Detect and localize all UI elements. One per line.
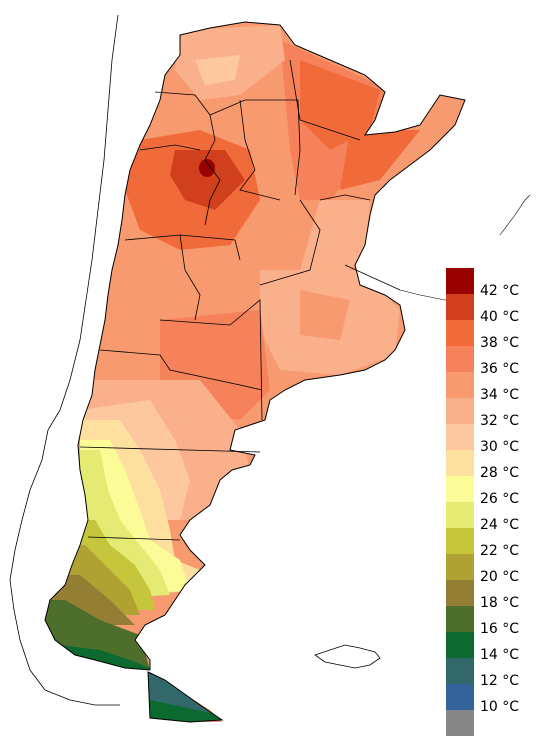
legend-swatch xyxy=(446,502,474,528)
legend-swatch xyxy=(446,476,474,502)
legend-item: 10 °C xyxy=(446,684,536,715)
legend-item: 38 °C xyxy=(446,320,536,351)
legend-label: 42 °C xyxy=(480,283,520,299)
legend-label: 34 °C xyxy=(480,387,520,403)
legend-swatch xyxy=(446,450,474,476)
legend-swatch xyxy=(446,632,474,658)
province-borders xyxy=(79,59,401,541)
malvinas-islands xyxy=(314,644,381,669)
legend-label: 10 °C xyxy=(480,699,520,715)
legend-item: 30 °C xyxy=(446,424,536,455)
legend-item: 16 °C xyxy=(446,606,536,637)
legend-swatch xyxy=(446,580,474,606)
legend-label: 36 °C xyxy=(480,361,520,377)
legend-item xyxy=(446,710,536,736)
legend-label: 20 °C xyxy=(480,569,520,585)
legend-swatch xyxy=(446,554,474,580)
legend-swatch xyxy=(446,528,474,554)
legend-item: 36 °C xyxy=(446,346,536,377)
legend-item: 20 °C xyxy=(446,554,536,585)
legend-label: 18 °C xyxy=(480,595,520,611)
legend-swatch xyxy=(446,320,474,346)
legend-swatch xyxy=(446,268,474,294)
legend-label: 12 °C xyxy=(480,673,520,689)
legend-item: 24 °C xyxy=(446,502,536,533)
legend-swatch xyxy=(446,606,474,632)
legend-swatch xyxy=(446,372,474,398)
legend-swatch xyxy=(446,346,474,372)
legend-swatch xyxy=(446,710,474,736)
legend-label: 24 °C xyxy=(480,517,520,533)
legend-item: 26 °C xyxy=(446,476,536,507)
legend-item: 42 °C xyxy=(446,268,536,299)
legend-label: 38 °C xyxy=(480,335,520,351)
legend-label: 32 °C xyxy=(480,413,520,429)
legend-label: 26 °C xyxy=(480,491,520,507)
legend-label: 14 °C xyxy=(480,647,520,663)
chile-coastline xyxy=(9,14,120,706)
legend-label: 22 °C xyxy=(480,543,520,559)
legend-label: 28 °C xyxy=(480,465,520,481)
legend-swatch xyxy=(446,684,474,710)
legend-item: 28 °C xyxy=(446,450,536,481)
legend-item: 22 °C xyxy=(446,528,536,559)
legend-label: 30 °C xyxy=(480,439,520,455)
temperature-legend: 42 °C 40 °C 38 °C 36 °C 34 °C 32 °C 30 °C 28 °C… xyxy=(446,268,536,736)
legend-item: 40 °C xyxy=(446,294,536,325)
legend-label: 40 °C xyxy=(480,309,520,325)
legend-item: 18 °C xyxy=(446,580,536,611)
legend-item: 32 °C xyxy=(446,398,536,429)
legend-item: 14 °C xyxy=(446,632,536,663)
legend-item: 12 °C xyxy=(446,658,536,689)
legend-swatch xyxy=(446,424,474,450)
legend-swatch xyxy=(446,398,474,424)
legend-swatch xyxy=(446,294,474,320)
brazil-coast xyxy=(499,194,531,236)
legend-swatch xyxy=(446,658,474,684)
legend-label: 16 °C xyxy=(480,621,520,637)
legend-item: 34 °C xyxy=(446,372,536,403)
